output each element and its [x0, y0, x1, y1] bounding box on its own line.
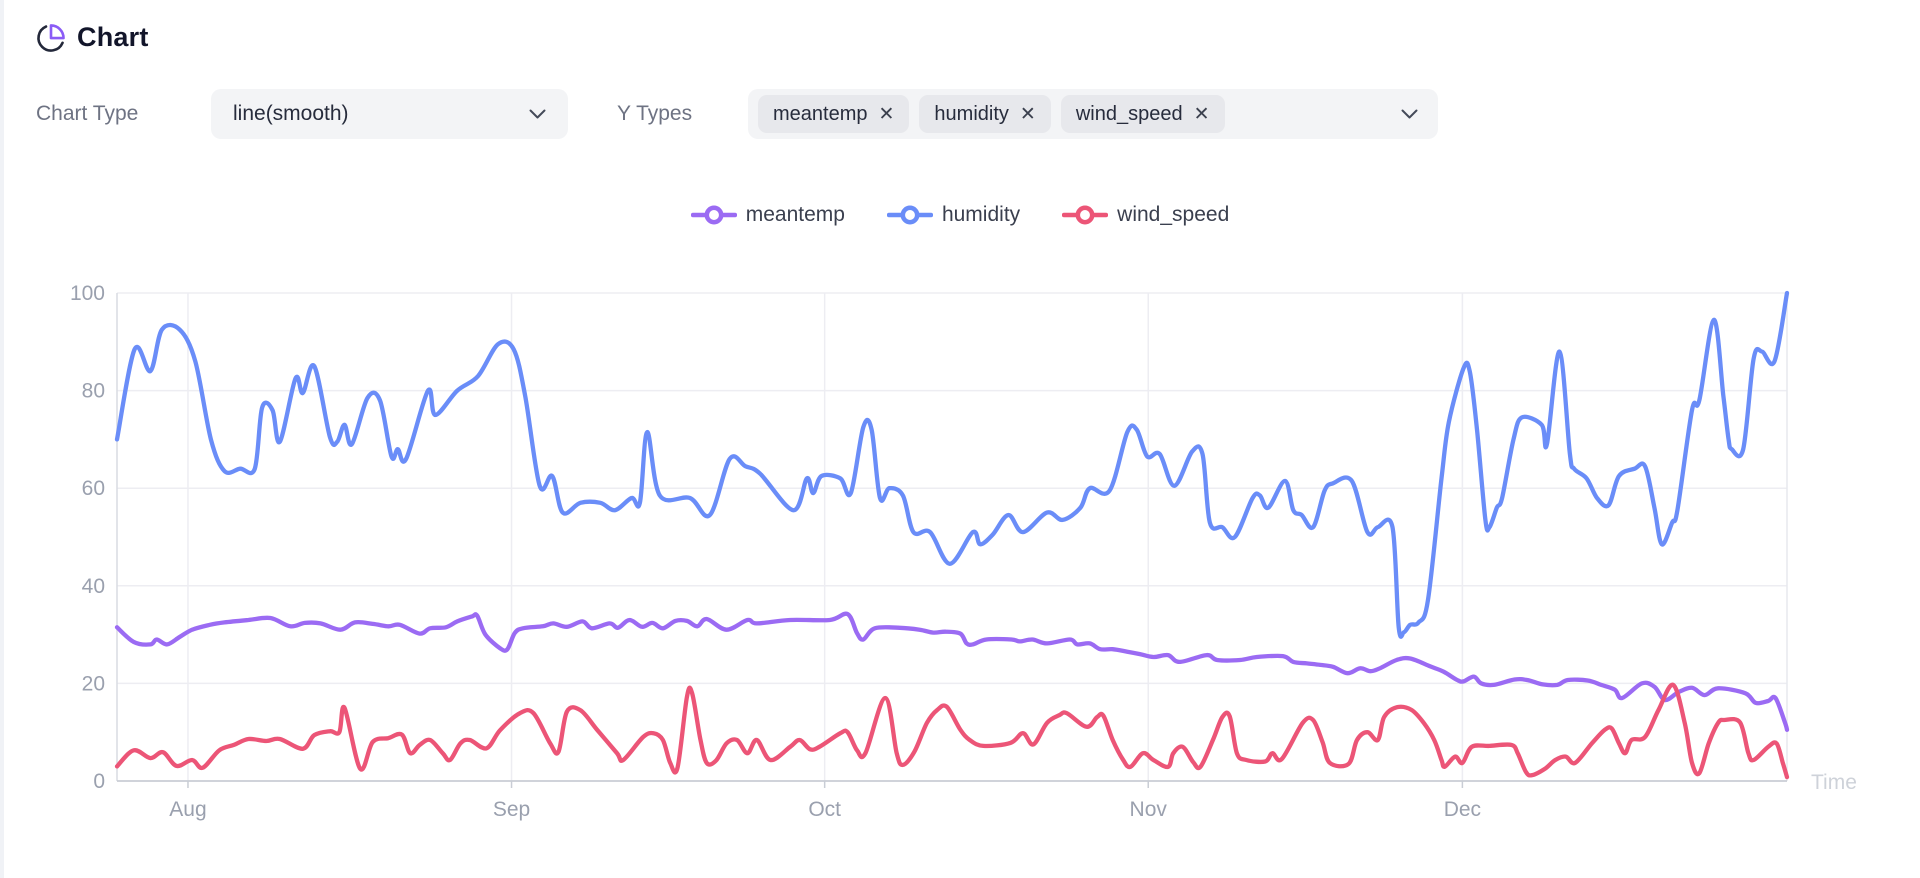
chart-legend: meantemp humidity wind_speed — [0, 203, 1920, 227]
svg-text:0: 0 — [93, 770, 105, 793]
y-types-select[interactable]: meantemp ✕ humidity ✕ wind_speed ✕ — [748, 89, 1438, 139]
chart-type-select[interactable]: line(smooth) — [211, 89, 568, 139]
pie-chart-icon — [36, 23, 66, 53]
remove-icon[interactable]: ✕ — [878, 103, 895, 125]
legend-marker — [886, 205, 933, 225]
legend-item-humidity[interactable]: humidity — [886, 203, 1021, 227]
y-types-label: Y Types — [617, 102, 693, 125]
svg-text:Aug: Aug — [169, 798, 206, 821]
y-type-tag-wind-speed[interactable]: wind_speed ✕ — [1060, 95, 1225, 133]
page-header: Chart — [36, 22, 149, 53]
legend-item-meantemp[interactable]: meantemp — [690, 203, 845, 227]
svg-text:100: 100 — [70, 282, 105, 305]
page-title: Chart — [77, 22, 149, 52]
legend-label: meantemp — [745, 203, 845, 226]
y-type-tag-humidity[interactable]: humidity ✕ — [919, 95, 1051, 133]
y-type-tag-meantemp[interactable]: meantemp ✕ — [758, 95, 910, 133]
svg-text:Nov: Nov — [1130, 798, 1168, 821]
tag-label: wind_speed — [1075, 102, 1183, 125]
svg-text:Time: Time — [1811, 771, 1857, 794]
svg-text:40: 40 — [82, 575, 105, 598]
chart-type-value: line(smooth) — [233, 102, 349, 125]
svg-text:Dec: Dec — [1444, 798, 1481, 821]
svg-text:Sep: Sep — [493, 798, 530, 821]
legend-label: humidity — [941, 203, 1021, 226]
legend-label: wind_speed — [1117, 203, 1230, 226]
chevron-down-icon — [1401, 109, 1418, 120]
svg-text:80: 80 — [82, 380, 105, 403]
svg-text:20: 20 — [82, 672, 105, 695]
chart-type-label: Chart Type — [36, 102, 139, 125]
remove-icon[interactable]: ✕ — [1193, 103, 1210, 125]
legend-item-wind-speed[interactable]: wind_speed — [1062, 203, 1229, 227]
tag-label: meantemp — [773, 102, 868, 125]
svg-text:60: 60 — [82, 477, 105, 500]
panel-left-edge — [0, 0, 4, 878]
tag-label: humidity — [934, 102, 1009, 125]
chevron-down-icon — [529, 109, 546, 120]
remove-icon[interactable]: ✕ — [1019, 103, 1036, 125]
legend-marker — [690, 205, 737, 225]
svg-text:Oct: Oct — [808, 798, 841, 821]
legend-marker — [1062, 205, 1109, 225]
